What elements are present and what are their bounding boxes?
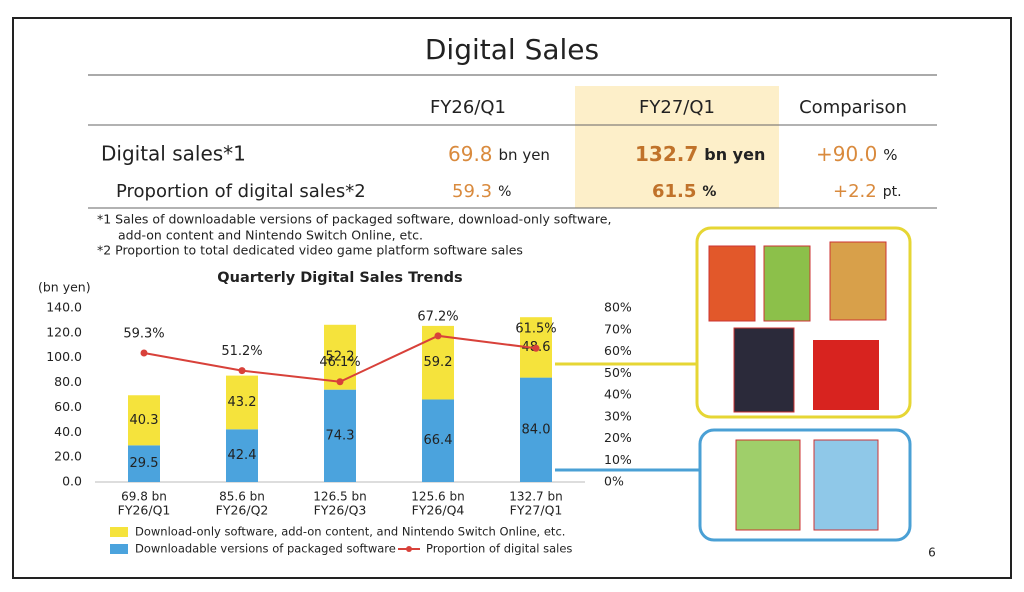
- total-label: 125.6 bn: [411, 490, 464, 504]
- table-header: FY27/Q1: [639, 97, 715, 118]
- legend-label: Download-only software, add-on content, …: [135, 525, 565, 539]
- line-point: [532, 344, 540, 352]
- bar: [226, 375, 258, 430]
- line-value-label: 46.1%: [319, 355, 360, 370]
- bar: [520, 377, 552, 482]
- x-tick-label: FY26/Q1: [118, 503, 171, 518]
- total-label: 69.8 bn: [121, 490, 167, 504]
- bar-value-label: 43.2: [228, 395, 257, 410]
- legend-swatch: [406, 546, 412, 552]
- line-value-label: 67.2%: [417, 309, 458, 324]
- legend-label: Downloadable versions of packaged softwa…: [135, 542, 396, 556]
- line-point: [140, 349, 148, 357]
- y-tick-label: 40.0: [54, 424, 82, 439]
- y-axis-label: (bn yen): [38, 280, 91, 295]
- bar-value-label: 40.3: [130, 413, 159, 428]
- row-label: Proportion of digital sales*2: [116, 181, 366, 202]
- x-tick-label: FY26/Q3: [314, 503, 367, 518]
- game-box: [735, 439, 801, 531]
- bar-value-label: 66.4: [424, 433, 453, 448]
- y2-tick-label: 20%: [604, 430, 632, 445]
- y2-tick-label: 10%: [604, 452, 632, 467]
- bar-value-label: 52.2: [326, 350, 355, 365]
- y-tick-label: 20.0: [54, 449, 82, 464]
- line-value-label: 61.5%: [515, 322, 556, 337]
- bar: [128, 445, 160, 482]
- line-point: [336, 378, 344, 386]
- game-box: [813, 439, 879, 531]
- note: *1 Sales of downloadable versions of pac…: [97, 212, 611, 227]
- bar-value-label: 29.5: [130, 456, 159, 471]
- game-box: [733, 327, 795, 413]
- y-tick-label: 100.0: [46, 349, 82, 364]
- line-value-label: 59.3%: [123, 327, 164, 342]
- game-box: [708, 245, 756, 322]
- y-tick-label: 120.0: [46, 324, 82, 339]
- table-header: FY26/Q1: [430, 97, 506, 118]
- y-tick-label: 80.0: [54, 374, 82, 389]
- cell: 61.5%: [652, 181, 716, 202]
- bar-value-label: 84.0: [522, 422, 551, 437]
- y-tick-label: 60.0: [54, 399, 82, 414]
- bar: [324, 389, 356, 482]
- online-card: [813, 340, 879, 410]
- table-header: Comparison: [799, 97, 907, 118]
- bar-value-label: 59.2: [424, 355, 453, 370]
- x-tick-label: FY27/Q1: [510, 503, 563, 518]
- bar: [422, 399, 454, 482]
- note: *2 Proportion to total dedicated video g…: [97, 243, 523, 258]
- y-tick-label: 140.0: [46, 300, 82, 315]
- cell: 69.8 bn yen: [448, 142, 550, 166]
- total-label: 85.6 bn: [219, 490, 265, 504]
- y-tick-label: 0.0: [62, 474, 82, 489]
- game-box: [763, 245, 811, 322]
- y2-tick-label: 30%: [604, 408, 632, 423]
- line-point: [238, 367, 246, 375]
- cell: 59.3%: [452, 181, 511, 202]
- total-label: 132.7 bn: [509, 490, 562, 504]
- bar-value-label: 74.3: [326, 428, 355, 443]
- cell: +90.0%: [816, 142, 898, 166]
- bar: [226, 429, 258, 482]
- chart-title: Quarterly Digital Sales Trends: [217, 270, 462, 286]
- page-number: 6: [928, 546, 936, 560]
- x-tick-label: FY26/Q2: [216, 503, 269, 518]
- bar-value-label: 42.4: [228, 448, 257, 463]
- line-value-label: 51.2%: [221, 344, 262, 359]
- y2-tick-label: 70%: [604, 321, 632, 336]
- row-label: Digital sales*1: [101, 142, 246, 166]
- y2-tick-label: 60%: [604, 343, 632, 358]
- note: add-on content and Nintendo Switch Onlin…: [118, 228, 423, 243]
- legend-label: Proportion of digital sales: [426, 542, 572, 556]
- cell: +2.2 pt.: [833, 181, 902, 202]
- y2-tick-label: 80%: [604, 300, 632, 315]
- bar: [128, 395, 160, 446]
- cell: 132.7 bn yen: [635, 142, 765, 166]
- slide-title: Digital Sales: [425, 33, 599, 66]
- y2-tick-label: 50%: [604, 365, 632, 380]
- game-box: [829, 241, 887, 321]
- legend-swatch: [110, 544, 128, 554]
- total-label: 126.5 bn: [313, 490, 366, 504]
- x-tick-label: FY26/Q4: [412, 503, 465, 518]
- y2-tick-label: 0%: [604, 474, 624, 489]
- y2-tick-label: 40%: [604, 387, 632, 402]
- highlight-column: [575, 86, 779, 208]
- line-point: [434, 332, 442, 340]
- legend-swatch: [110, 527, 128, 537]
